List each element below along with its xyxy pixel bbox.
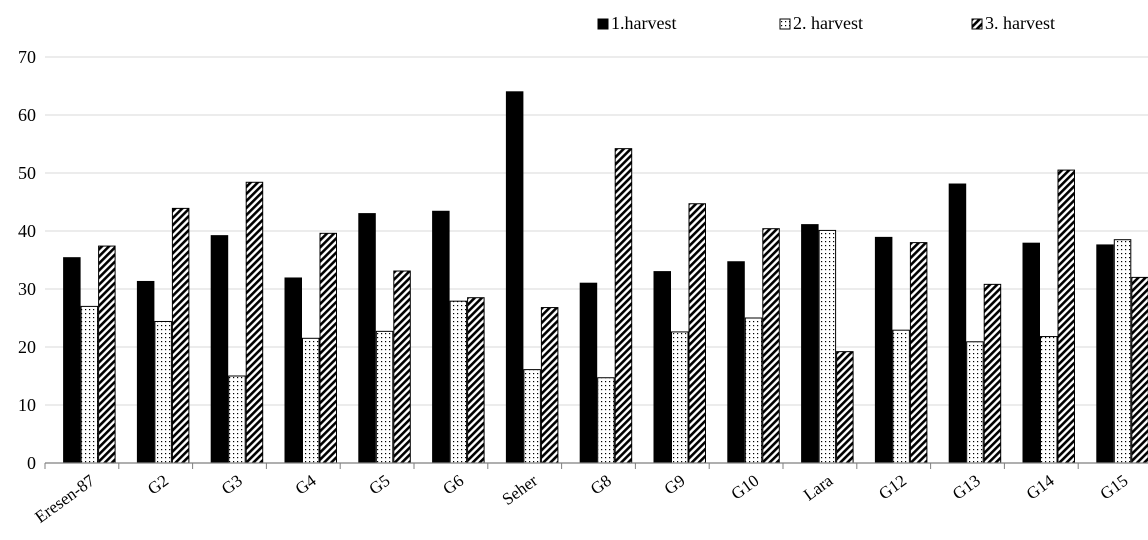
bar-diagonal bbox=[762, 228, 780, 464]
bar-solid bbox=[505, 91, 524, 464]
bar-dots bbox=[449, 300, 468, 464]
bar-dots bbox=[597, 377, 615, 464]
x-tick-label: G4 bbox=[292, 471, 320, 499]
x-tick-label: G10 bbox=[728, 471, 763, 504]
x-tick-label: G3 bbox=[218, 471, 246, 499]
bar-solid bbox=[1096, 244, 1114, 464]
bar-dots bbox=[1040, 336, 1058, 464]
bar-diagonal bbox=[688, 203, 706, 464]
x-tick-label: G13 bbox=[949, 471, 984, 504]
x-tick-label: G6 bbox=[439, 471, 467, 499]
bar-dots bbox=[80, 305, 99, 464]
bar-diagonal bbox=[171, 207, 190, 464]
bar-diagonal bbox=[467, 297, 485, 464]
bar-solid bbox=[210, 235, 229, 464]
y-tick-label: 60 bbox=[18, 105, 36, 125]
x-tick-label: G15 bbox=[1097, 471, 1132, 504]
bar-solid bbox=[284, 277, 302, 464]
bar-dots bbox=[302, 337, 320, 464]
bar-diagonal bbox=[983, 283, 1002, 464]
bar-solid bbox=[1022, 242, 1040, 464]
bar-diagonal bbox=[319, 232, 337, 464]
bar-dots bbox=[154, 320, 172, 464]
legend-swatch bbox=[971, 18, 983, 30]
legend-swatch bbox=[779, 18, 791, 30]
x-tick-label: G12 bbox=[875, 471, 910, 504]
bar-solid bbox=[653, 271, 671, 464]
bar-solid bbox=[579, 282, 598, 464]
y-tick-label: 0 bbox=[27, 453, 36, 473]
bar-dots bbox=[523, 369, 541, 464]
bar-solid bbox=[136, 280, 155, 464]
bar-solid bbox=[358, 213, 376, 464]
legend-label: 1.harvest bbox=[611, 13, 676, 33]
bar-diagonal bbox=[909, 242, 928, 464]
legend-label: 2. harvest bbox=[793, 13, 863, 33]
bar-diagonal bbox=[98, 245, 116, 464]
legend: 1.harvest 2. harvest 3. harvest bbox=[597, 13, 1055, 33]
x-tick-label: G5 bbox=[365, 471, 393, 499]
x-tick-label: G8 bbox=[587, 471, 615, 499]
bar-solid bbox=[801, 224, 819, 464]
bar-solid bbox=[874, 236, 893, 464]
x-axis bbox=[44, 462, 1148, 469]
y-tick-label: 50 bbox=[18, 163, 36, 183]
bar-dots bbox=[228, 375, 246, 464]
bar-diagonal bbox=[614, 148, 633, 464]
bar-diagonal bbox=[245, 181, 264, 464]
y-tick-label: 40 bbox=[18, 221, 36, 241]
y-axis-ticks: 0 10 20 30 40 50 60 70 bbox=[18, 47, 36, 473]
x-tick-label: Lara bbox=[800, 471, 837, 505]
x-axis-ticks: Eresen-87 G2 G3 G4 G5 G6 Seher G8 G9 G10 Lara G12 G1… bbox=[31, 471, 1131, 527]
bar-solid bbox=[948, 183, 967, 464]
x-tick-label: G2 bbox=[144, 471, 172, 499]
bar-dots bbox=[671, 331, 689, 464]
legend-swatch bbox=[597, 18, 609, 30]
bars bbox=[63, 91, 1148, 464]
y-tick-label: 70 bbox=[18, 47, 36, 67]
x-tick-label: G9 bbox=[661, 471, 689, 499]
x-tick-label: Eresen-87 bbox=[31, 471, 98, 527]
y-tick-label: 10 bbox=[18, 395, 36, 415]
bar-dots bbox=[892, 329, 910, 464]
bar-diagonal bbox=[1057, 169, 1075, 464]
x-tick-label: Seher bbox=[499, 471, 542, 509]
bar-diagonal bbox=[393, 270, 411, 464]
bar-dots bbox=[818, 229, 837, 464]
bar-dots bbox=[966, 341, 984, 464]
bar-dots bbox=[1113, 239, 1132, 464]
y-tick-label: 20 bbox=[18, 337, 36, 357]
bar-diagonal bbox=[540, 307, 559, 464]
bar-solid bbox=[63, 257, 81, 464]
legend-label: 3. harvest bbox=[985, 13, 1055, 33]
bar-solid bbox=[432, 210, 450, 464]
x-tick-label: G14 bbox=[1023, 471, 1058, 504]
bar-diagonal bbox=[836, 351, 854, 464]
bar-dots bbox=[744, 317, 763, 464]
y-tick-label: 30 bbox=[18, 279, 36, 299]
bar-diagonal bbox=[1131, 276, 1148, 464]
bar-dots bbox=[375, 330, 394, 464]
bar-solid bbox=[727, 261, 745, 464]
